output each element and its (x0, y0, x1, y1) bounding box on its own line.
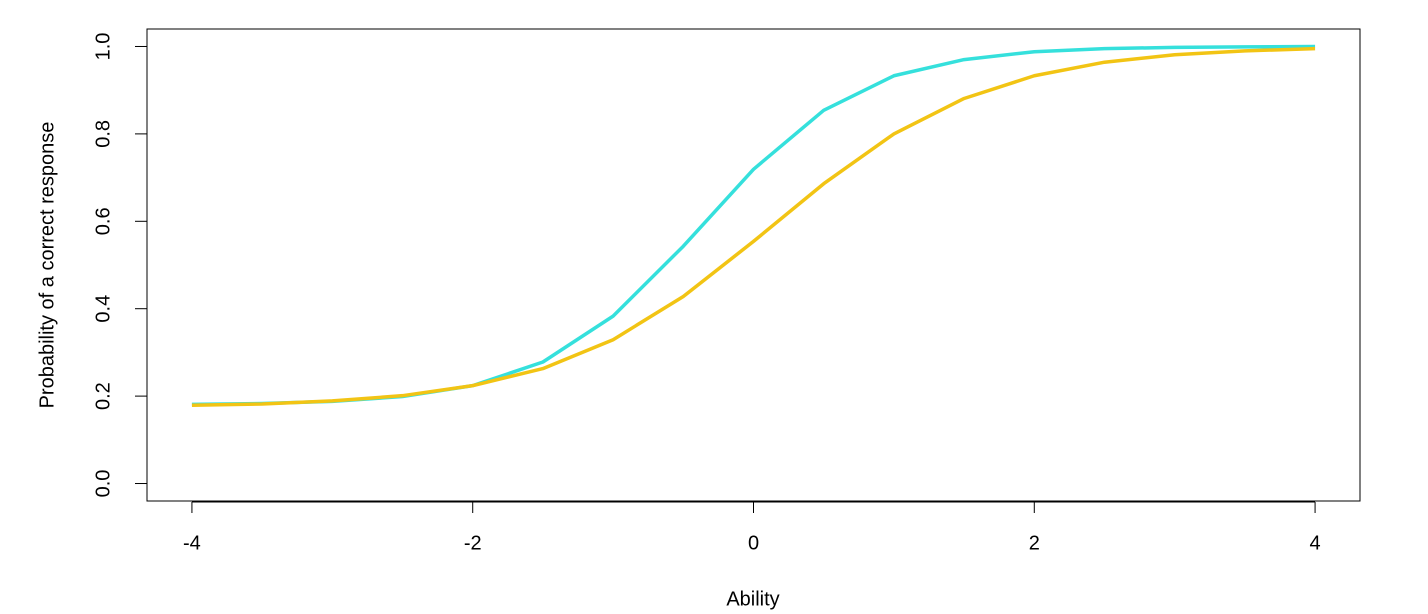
x-tick-label: -2 (464, 532, 482, 554)
curve (191, 46, 1316, 408)
y-tick-label: 0.2 (92, 382, 114, 410)
x-axis-label: Ability (726, 588, 779, 610)
y-axis-label: Probability of a correct response (36, 122, 58, 409)
y-tick-label: 0.8 (92, 120, 114, 148)
y-tick-label: 1.0 (92, 33, 114, 61)
y-tick-label: 0.4 (92, 295, 114, 323)
x-tick-label: 2 (1029, 532, 1040, 554)
curve (191, 44, 1316, 407)
y-tick-label: 0.0 (92, 470, 114, 498)
plot-box (146, 28, 1361, 502)
x-tick-label: 0 (748, 532, 759, 554)
y-tick-label: 0.6 (92, 207, 114, 235)
x-tick-label: -4 (183, 532, 201, 554)
x-tick-label: 4 (1310, 532, 1321, 554)
